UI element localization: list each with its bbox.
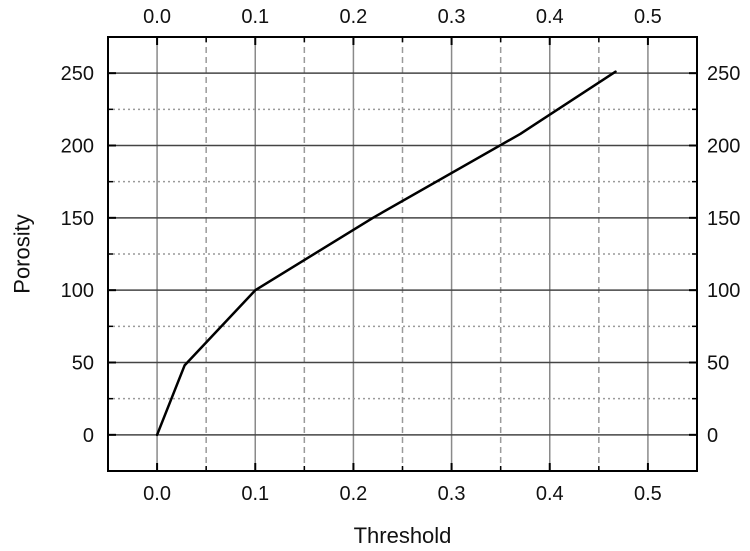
plot-frame: [107, 36, 698, 472]
y-tick-label-left: 250: [61, 63, 94, 85]
x-tick-label-bottom: 0.3: [438, 483, 466, 505]
x-tick-label-top: 0.3: [438, 6, 466, 28]
series: [155, 70, 617, 437]
tick-labels: 0.0 0.0 0.1 0.1 0.2 0.2 0.3 0.3 0.4 0.4 0.5 0.5 0 0 50…: [61, 6, 741, 505]
x-tick-label-top: 0.5: [634, 6, 662, 28]
y-tick-label-right: 50: [707, 353, 729, 375]
y-tick-label-left: 200: [61, 136, 94, 158]
y-tick-label-right: 150: [707, 208, 740, 230]
x-tick-label-top: 0.1: [241, 6, 269, 28]
y-axis-title: Porosity: [10, 214, 35, 293]
y-tick-label-left: 150: [61, 208, 94, 230]
x-tick-label-bottom: 0.4: [536, 483, 564, 505]
porosity-line: [155, 70, 617, 437]
x-tick-label-top: 0.4: [536, 6, 564, 28]
grid: [108, 37, 697, 471]
x-tick-label-bottom: 0.2: [340, 483, 368, 505]
y-tick-label-left: 50: [72, 353, 94, 375]
x-tick-label-bottom: 0.5: [634, 483, 662, 505]
y-tick-label-right: 0: [707, 425, 718, 447]
x-tick-label-bottom: 0.0: [143, 483, 171, 505]
y-tick-label-left: 100: [61, 280, 94, 302]
y-tick-label-left: 0: [83, 425, 94, 447]
x-axis-title: Threshold: [354, 523, 452, 548]
y-tick-label-right: 100: [707, 280, 740, 302]
y-tick-label-right: 200: [707, 136, 740, 158]
x-tick-label-top: 0.2: [340, 6, 368, 28]
y-tick-label-right: 250: [707, 63, 740, 85]
x-tick-label-bottom: 0.1: [241, 483, 269, 505]
x-tick-label-top: 0.0: [143, 6, 171, 28]
